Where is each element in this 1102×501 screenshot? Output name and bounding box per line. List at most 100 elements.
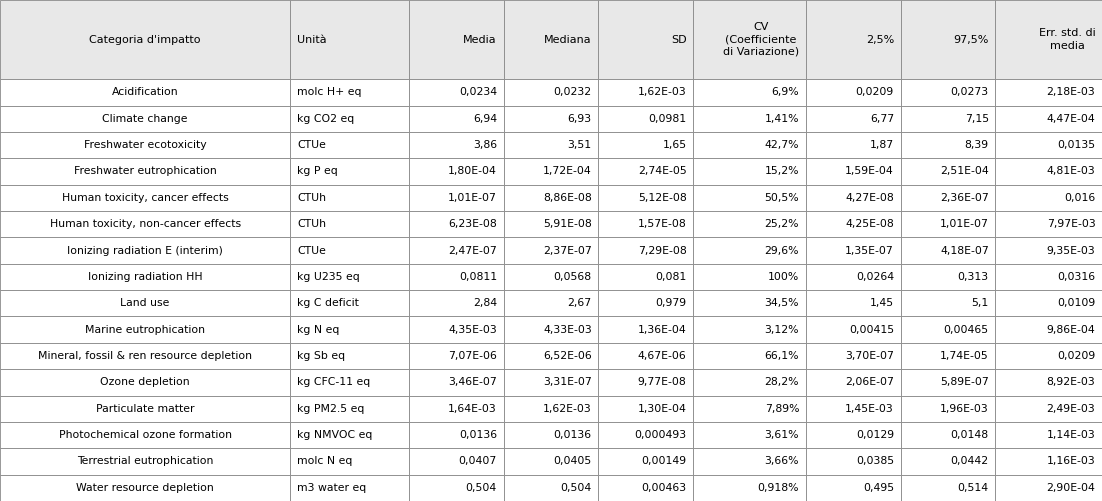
Bar [290, 106, 409, 132]
Text: 42,7%: 42,7% [765, 140, 799, 150]
Text: 4,35E-03: 4,35E-03 [449, 325, 497, 335]
Bar [598, 369, 693, 396]
Bar [409, 79, 504, 106]
Bar [290, 474, 409, 501]
Bar [693, 211, 806, 237]
Text: 0,0209: 0,0209 [855, 87, 894, 97]
Bar [900, 158, 995, 185]
Bar [995, 343, 1102, 369]
Bar [504, 106, 598, 132]
Bar [409, 474, 504, 501]
Text: Ionizing radiation HH: Ionizing radiation HH [88, 272, 203, 282]
Text: 4,67E-06: 4,67E-06 [638, 351, 687, 361]
Text: Freshwater ecotoxicity: Freshwater ecotoxicity [84, 140, 206, 150]
Text: CTUe: CTUe [296, 140, 326, 150]
Text: 5,89E-07: 5,89E-07 [940, 377, 988, 387]
Bar [409, 158, 504, 185]
Text: Water resource depletion: Water resource depletion [76, 483, 214, 493]
Text: 7,89%: 7,89% [765, 404, 799, 414]
Bar [0, 422, 290, 448]
Text: 0,016: 0,016 [1065, 193, 1095, 203]
Bar [0, 369, 290, 396]
Text: 1,16E-03: 1,16E-03 [1047, 456, 1095, 466]
Text: 0,0385: 0,0385 [856, 456, 894, 466]
Bar [409, 317, 504, 343]
Text: 3,70E-07: 3,70E-07 [845, 351, 894, 361]
Bar [598, 474, 693, 501]
Text: kg N eq: kg N eq [296, 325, 339, 335]
Bar [504, 290, 598, 317]
Bar [900, 132, 995, 158]
Text: 3,86: 3,86 [473, 140, 497, 150]
Bar [598, 290, 693, 317]
Text: 9,77E-08: 9,77E-08 [638, 377, 687, 387]
Text: 9,35E-03: 9,35E-03 [1047, 245, 1095, 256]
Text: 0,0129: 0,0129 [856, 430, 894, 440]
Bar [995, 79, 1102, 106]
Text: 29,6%: 29,6% [765, 245, 799, 256]
Bar [693, 369, 806, 396]
Bar [504, 474, 598, 501]
Bar [806, 474, 900, 501]
Bar [693, 396, 806, 422]
Text: Human toxicity, non-cancer effects: Human toxicity, non-cancer effects [50, 219, 240, 229]
Bar [290, 422, 409, 448]
Text: 7,15: 7,15 [964, 114, 988, 124]
Text: 6,23E-08: 6,23E-08 [449, 219, 497, 229]
Bar [806, 369, 900, 396]
Bar [693, 474, 806, 501]
Bar [693, 0, 806, 79]
Bar [504, 211, 598, 237]
Bar [0, 343, 290, 369]
Text: 5,12E-08: 5,12E-08 [638, 193, 687, 203]
Text: 0,0405: 0,0405 [553, 456, 592, 466]
Text: 2,5%: 2,5% [866, 35, 894, 45]
Text: 0,504: 0,504 [561, 483, 592, 493]
Text: kg PM2.5 eq: kg PM2.5 eq [296, 404, 365, 414]
Text: 4,33E-03: 4,33E-03 [543, 325, 592, 335]
Text: 1,74E-05: 1,74E-05 [940, 351, 988, 361]
Text: molc N eq: molc N eq [296, 456, 353, 466]
Text: 0,00465: 0,00465 [943, 325, 988, 335]
Text: 1,01E-07: 1,01E-07 [940, 219, 988, 229]
Text: 1,14E-03: 1,14E-03 [1047, 430, 1095, 440]
Text: 0,0209: 0,0209 [1057, 351, 1095, 361]
Bar [409, 422, 504, 448]
Text: kg CFC-11 eq: kg CFC-11 eq [296, 377, 370, 387]
Bar [995, 264, 1102, 290]
Text: 2,49E-03: 2,49E-03 [1047, 404, 1095, 414]
Bar [900, 448, 995, 474]
Text: 0,0442: 0,0442 [951, 456, 988, 466]
Bar [900, 79, 995, 106]
Text: 1,62E-03: 1,62E-03 [543, 404, 592, 414]
Text: 4,18E-07: 4,18E-07 [940, 245, 988, 256]
Text: SD: SD [671, 35, 687, 45]
Text: 1,64E-03: 1,64E-03 [449, 404, 497, 414]
Text: 50,5%: 50,5% [765, 193, 799, 203]
Bar [504, 343, 598, 369]
Text: 0,0136: 0,0136 [458, 430, 497, 440]
Bar [995, 185, 1102, 211]
Text: 0,0811: 0,0811 [458, 272, 497, 282]
Bar [504, 185, 598, 211]
Text: Mineral, fossil & ren resource depletion: Mineral, fossil & ren resource depletion [39, 351, 252, 361]
Text: 6,77: 6,77 [869, 114, 894, 124]
Bar [290, 264, 409, 290]
Text: 0,0264: 0,0264 [856, 272, 894, 282]
Bar [0, 237, 290, 264]
Bar [504, 132, 598, 158]
Bar [900, 211, 995, 237]
Text: CV
(Coefficiente
di Variazione): CV (Coefficiente di Variazione) [723, 22, 799, 57]
Bar [0, 448, 290, 474]
Text: 2,67: 2,67 [568, 298, 592, 308]
Bar [290, 396, 409, 422]
Text: kg CO2 eq: kg CO2 eq [296, 114, 354, 124]
Text: 15,2%: 15,2% [765, 166, 799, 176]
Bar [693, 343, 806, 369]
Bar [995, 132, 1102, 158]
Bar [290, 290, 409, 317]
Text: 2,90E-04: 2,90E-04 [1047, 483, 1095, 493]
Bar [806, 185, 900, 211]
Bar [900, 396, 995, 422]
Text: 1,96E-03: 1,96E-03 [940, 404, 988, 414]
